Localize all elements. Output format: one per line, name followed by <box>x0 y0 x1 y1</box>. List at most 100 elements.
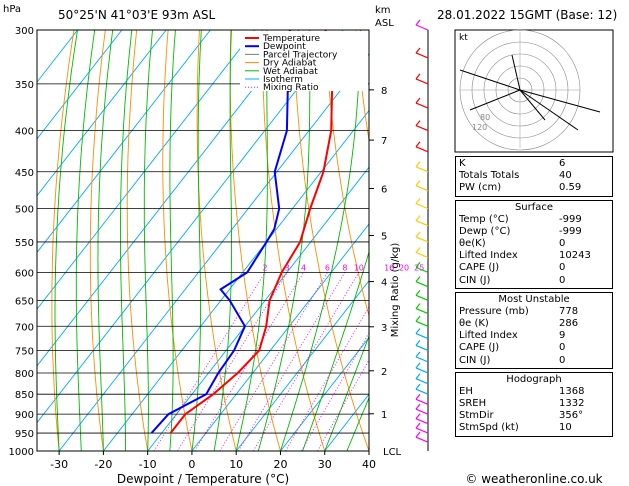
index-value: -999 <box>559 213 582 225</box>
hodograph-trace <box>511 54 521 91</box>
legend-entry: Dry Adiabat <box>263 59 317 69</box>
index-label: SREH <box>459 398 487 410</box>
hpa-unit-label: hPa <box>3 4 21 15</box>
mixing-ratio-label: 25 <box>414 263 424 272</box>
wind-barb <box>415 266 429 273</box>
isotherm-line <box>147 166 369 451</box>
wind-barb-flag <box>415 247 421 253</box>
wind-barb-flag <box>415 180 421 187</box>
index-label: PW (cm) <box>459 182 502 194</box>
legend-entry: Dewpoint <box>263 42 306 52</box>
wind-barb <box>415 398 429 405</box>
date-label: 28.01.2022 15GMT (Base: 12) <box>437 8 617 22</box>
pressure-tick-label: 700 <box>15 322 34 333</box>
index-row: θe (K) 286 <box>456 318 612 330</box>
plot-frame <box>36 29 370 452</box>
index-label: θe (K) <box>459 318 489 330</box>
mixing-ratio-line <box>238 272 346 451</box>
wind-barb-flag <box>415 47 421 54</box>
index-value: 6 <box>559 158 566 169</box>
hodograph-unit-label: kt <box>459 33 468 43</box>
index-value: 0 <box>559 354 566 366</box>
dry-adiabat-line <box>51 30 75 451</box>
wind-barb-flag <box>415 262 421 268</box>
height-tick-label: 3 <box>381 323 387 334</box>
legend-entry: Parcel Trajectory <box>263 50 338 60</box>
wind-barb <box>415 344 429 351</box>
pressure-tick-label: 950 <box>15 429 34 440</box>
sounding-traces <box>150 30 334 434</box>
series-line-temperature <box>169 30 334 434</box>
index-label: CAPE (J) <box>459 262 500 274</box>
wind-barb <box>415 251 429 259</box>
height-tick-label: 1 <box>381 410 387 421</box>
wind-barb-flag <box>415 383 421 390</box>
index-value: 356° <box>559 410 584 422</box>
temperature-tick-label: 0 <box>188 458 195 471</box>
wind-barb-flag <box>415 198 421 204</box>
hodograph-trace <box>469 89 521 111</box>
wind-barb <box>415 320 429 327</box>
wind-barb <box>415 436 429 443</box>
wind-barb-flag <box>415 328 421 334</box>
wind-barb <box>415 52 429 59</box>
temperature-tick-label: -10 <box>139 458 157 471</box>
index-row: Totals Totals 40 <box>456 170 612 182</box>
legend-entry: Wet Adiabat <box>263 67 318 77</box>
wet-adiabat-line <box>302 250 369 451</box>
wind-barb-flag <box>415 351 421 358</box>
wind-barb-flag <box>415 373 421 380</box>
wind-barb-flag <box>415 413 421 420</box>
mixing-ratio-label: 2 <box>263 263 268 272</box>
index-label: StmSpd (kt) <box>459 422 519 434</box>
wind-barb-flag <box>415 276 421 283</box>
height-tick-label: 8 <box>381 86 387 97</box>
wind-barb <box>415 356 429 363</box>
isotherm-line <box>191 223 369 451</box>
hodograph-ring-label: 120 <box>472 123 487 132</box>
mixing-ratio-label: 3 <box>285 263 290 272</box>
wind-barb <box>415 378 429 385</box>
pressure-tick-label: 650 <box>15 296 34 307</box>
mixing-ratio-line <box>285 306 369 451</box>
wind-barb <box>415 185 429 192</box>
location-label: 50°25'N 41°03'E 93m ASL <box>58 8 215 22</box>
index-row: Dewp (°C) -999 <box>456 226 612 238</box>
index-label: K <box>459 158 466 169</box>
series-line-dewpoint <box>150 30 292 434</box>
wind-barb-flag <box>415 141 421 148</box>
index-section-title: Surface <box>514 201 554 213</box>
index-value: 778 <box>559 305 579 317</box>
legend-entry: Mixing Ratio <box>263 83 319 93</box>
pressure-axis: 300 350 400 450 500 550 600 650 700 750 800 850 900 9… <box>9 26 34 458</box>
index-row: θe(K) 0 <box>456 238 612 250</box>
isotherm-line <box>37 30 211 254</box>
lcl-label: LCL <box>383 447 402 458</box>
index-value: 9 <box>559 330 566 342</box>
legend-entry: Isotherm <box>263 75 303 85</box>
isotherm-line <box>37 30 300 367</box>
isotherm-line <box>235 280 369 451</box>
temperature-tick-label: 30 <box>318 458 332 471</box>
mixing-ratio-line <box>301 332 369 451</box>
pressure-tick-label: 300 <box>15 26 34 37</box>
index-label: Totals Totals <box>459 170 520 182</box>
height-tick-label: 2 <box>381 367 387 378</box>
wind-barb <box>415 308 429 315</box>
wind-barb <box>415 332 429 340</box>
mixing-ratio-label: 8 <box>342 263 347 272</box>
wind-barb-flag <box>415 340 421 346</box>
index-label: Lifted Index <box>459 250 518 262</box>
wind-barb <box>415 102 429 109</box>
asl-unit-label: ASL <box>375 18 394 29</box>
index-label: EH <box>459 385 473 397</box>
pressure-tick-label: 400 <box>15 127 34 138</box>
index-label: Temp (°C) <box>459 213 509 225</box>
isotherm-line <box>37 30 167 197</box>
temperature-tick-label: 40 <box>362 458 376 471</box>
pressure-tick-label: 500 <box>15 205 34 216</box>
dry-adiabat-line <box>162 30 193 451</box>
